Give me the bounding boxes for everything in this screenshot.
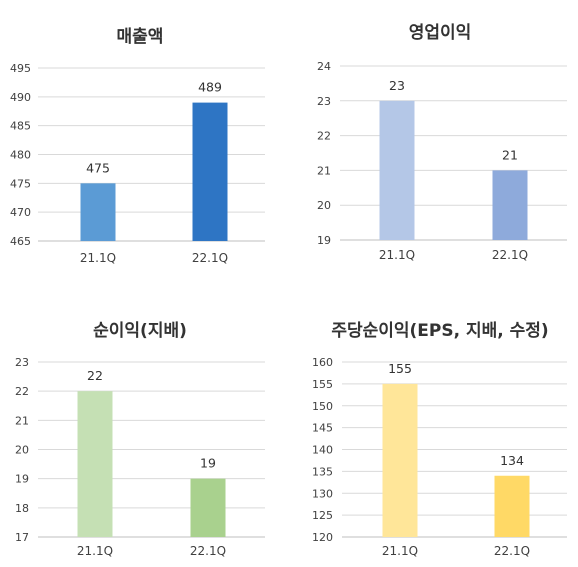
y-tick-label: 145 xyxy=(312,422,333,435)
data-label: 489 xyxy=(198,80,222,95)
data-label: 22 xyxy=(87,368,103,383)
y-tick-label: 17 xyxy=(15,531,29,544)
data-label: 21 xyxy=(502,147,518,162)
y-tick-label: 490 xyxy=(10,91,31,104)
y-tick-label: 150 xyxy=(312,400,333,413)
x-category-label: 21.1Q xyxy=(80,251,116,265)
y-tick-label: 135 xyxy=(312,465,333,478)
data-label: 19 xyxy=(200,456,216,471)
y-tick-label: 480 xyxy=(10,149,31,162)
y-tick-label: 22 xyxy=(317,130,331,143)
y-tick-label: 470 xyxy=(10,206,31,219)
y-tick-label: 130 xyxy=(312,487,333,500)
y-tick-label: 21 xyxy=(317,164,331,177)
data-label: 155 xyxy=(388,361,412,376)
y-tick-label: 160 xyxy=(312,356,333,369)
y-tick-label: 22 xyxy=(15,385,29,398)
x-category-label: 21.1Q xyxy=(382,544,418,558)
y-tick-label: 24 xyxy=(317,60,331,73)
x-category-label: 21.1Q xyxy=(379,248,415,262)
chart-title: 주당순이익(EPS, 지배, 수정) xyxy=(331,321,548,341)
y-tick-label: 18 xyxy=(15,502,29,515)
chart-title: 영업이익 xyxy=(409,23,472,43)
x-category-label: 22.1Q xyxy=(492,248,528,262)
y-tick-label: 120 xyxy=(312,531,333,544)
y-tick-label: 19 xyxy=(317,234,331,247)
x-category-label: 22.1Q xyxy=(190,544,226,558)
y-tick-label: 23 xyxy=(317,95,331,108)
y-tick-label: 155 xyxy=(312,378,333,391)
y-tick-label: 475 xyxy=(10,177,31,190)
chart-title: 순이익(지배) xyxy=(93,321,187,341)
bar xyxy=(77,391,113,537)
bar xyxy=(382,383,418,537)
chart-title: 매출액 xyxy=(117,27,164,47)
data-label: 475 xyxy=(86,160,110,175)
y-tick-label: 20 xyxy=(317,199,331,212)
bar xyxy=(190,478,226,537)
y-tick-label: 21 xyxy=(15,414,29,427)
y-tick-label: 23 xyxy=(15,356,29,369)
bar xyxy=(379,100,415,240)
x-category-label: 21.1Q xyxy=(77,544,113,558)
x-category-label: 22.1Q xyxy=(494,544,530,558)
y-tick-label: 19 xyxy=(15,473,29,486)
bar xyxy=(492,170,528,240)
data-label: 23 xyxy=(389,78,405,93)
y-tick-label: 125 xyxy=(312,509,333,522)
bar xyxy=(80,183,116,241)
y-tick-label: 20 xyxy=(15,444,29,457)
y-tick-label: 485 xyxy=(10,120,31,133)
y-tick-label: 495 xyxy=(10,62,31,75)
data-label: 134 xyxy=(500,453,524,468)
bar xyxy=(494,475,530,537)
y-tick-label: 465 xyxy=(10,235,31,248)
bar xyxy=(192,102,228,241)
y-tick-label: 140 xyxy=(312,444,333,457)
x-category-label: 22.1Q xyxy=(192,251,228,265)
